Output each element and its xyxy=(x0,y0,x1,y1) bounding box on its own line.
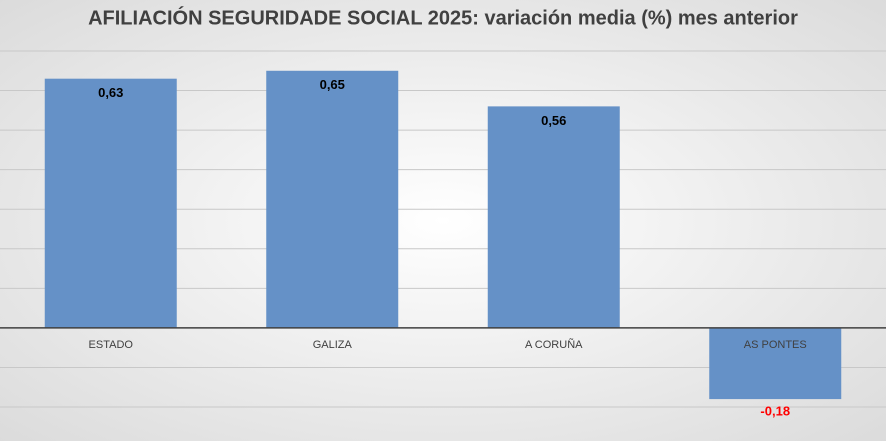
chart-title: AFILIACIÓN SEGURIDADE SOCIAL 2025: varia… xyxy=(88,5,798,29)
bar xyxy=(709,327,842,400)
value-label: -0,18 xyxy=(760,404,790,419)
bar xyxy=(487,106,620,328)
value-label: 0,63 xyxy=(98,85,123,100)
value-label: 0,56 xyxy=(541,113,566,128)
x-tick-label: A CORUÑA xyxy=(525,338,583,351)
bar xyxy=(44,78,177,328)
x-tick-label: AS PONTES xyxy=(744,339,807,351)
x-tick-label: GALIZA xyxy=(313,339,353,351)
x-tick-label: ESTADO xyxy=(89,339,134,351)
bar xyxy=(266,70,399,328)
value-label: 0,65 xyxy=(320,77,345,92)
